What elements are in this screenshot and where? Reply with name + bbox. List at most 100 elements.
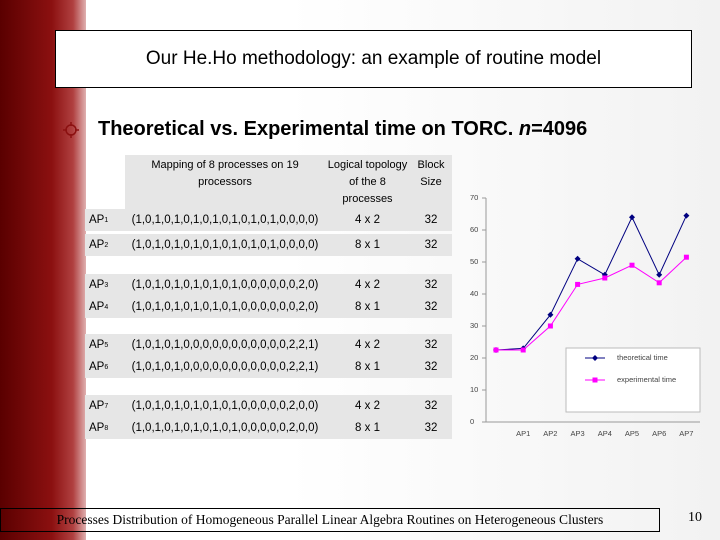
x-tick-label: AP2 bbox=[543, 429, 557, 438]
slide-title: Our He.Ho methodology: an example of rou… bbox=[145, 48, 602, 69]
row-bg bbox=[85, 334, 452, 356]
mapping-cell: (1,0,1,0,1,0,0,0,0,0,0,0,0,0,0,0,2,2,1) bbox=[131, 361, 319, 373]
page-number: 10 bbox=[688, 510, 702, 525]
row-label: AP 8 bbox=[85, 417, 125, 439]
footer-text: Processes Distribution of Homogeneous Pa… bbox=[56, 512, 604, 527]
topology-cell: 4 x 2 bbox=[355, 400, 380, 412]
row-label: AP 5 bbox=[85, 334, 125, 356]
ap-index: 2 bbox=[104, 241, 109, 249]
point bbox=[520, 347, 526, 353]
ap-index: 6 bbox=[104, 363, 109, 371]
y-tick-label: 10 bbox=[470, 385, 478, 394]
ap-index: 7 bbox=[104, 402, 109, 410]
ap-text: AP bbox=[89, 422, 105, 434]
topology-cell: 4 x 2 bbox=[355, 339, 380, 351]
bullet-main: Theoretical vs. Experimental time on TOR… bbox=[98, 118, 519, 140]
ap-text: AP bbox=[89, 279, 105, 291]
header-cell: Mapping of 8 processes on 19 processors bbox=[151, 159, 299, 188]
row-bg bbox=[85, 395, 452, 417]
header-cell: Block Size bbox=[417, 159, 445, 188]
block-cell: 32 bbox=[424, 214, 438, 226]
legend-label: theoretical time bbox=[617, 353, 668, 362]
block-cell: 32 bbox=[424, 400, 438, 412]
block-cell: 32 bbox=[424, 279, 438, 291]
series-line bbox=[496, 256, 687, 351]
y-tick-label: 40 bbox=[470, 289, 478, 298]
block-cell: 32 bbox=[424, 239, 438, 251]
point bbox=[592, 377, 598, 383]
point bbox=[629, 262, 635, 268]
point bbox=[629, 214, 635, 221]
y-tick-label: 60 bbox=[470, 225, 478, 234]
side-strip bbox=[0, 0, 86, 540]
footer: Processes Distribution of Homogeneous Pa… bbox=[0, 508, 660, 532]
x-tick-label: AP5 bbox=[625, 429, 639, 438]
row-label: AP 6 bbox=[85, 356, 125, 378]
mapping-cell: (1,0,1,0,1,0,0,0,0,0,0,0,0,0,0,0,2,2,1) bbox=[131, 339, 319, 351]
point bbox=[656, 280, 662, 286]
row-bg bbox=[85, 209, 452, 231]
row-label: AP 7 bbox=[85, 395, 125, 417]
y-tick-label: 30 bbox=[470, 321, 478, 330]
row-label: AP 2 bbox=[85, 234, 125, 256]
y-tick-label: 50 bbox=[470, 257, 478, 266]
mapping-cell: (1,0,1,0,1,0,1,0,1,0,1,0,0,0,0,0,0,2,0) bbox=[131, 279, 319, 291]
y-tick-label: 20 bbox=[470, 353, 478, 362]
point bbox=[493, 347, 499, 353]
bullet-text: Theoretical vs. Experimental time on TOR… bbox=[98, 118, 587, 141]
mapping-cell: (1,0,1,0,1,0,1,0,1,0,1,0,0,0,0,0,0,2,0) bbox=[131, 301, 319, 313]
mapping-cell: (1,0,1,0,1,0,1,0,1,0,1,0,0,0,0,0,2,0,0) bbox=[131, 422, 319, 434]
header-bg bbox=[125, 155, 452, 212]
y-tick-label: 70 bbox=[470, 193, 478, 202]
point bbox=[683, 254, 689, 260]
topology-cell: 4 x 2 bbox=[355, 279, 380, 291]
row-bg bbox=[85, 356, 452, 378]
topology-cell: 8 x 1 bbox=[355, 239, 380, 251]
point bbox=[656, 271, 663, 278]
row-bg bbox=[85, 234, 452, 256]
ap-text: AP bbox=[89, 301, 105, 313]
ap-text: AP bbox=[89, 239, 105, 251]
row-bg bbox=[85, 296, 452, 318]
point bbox=[547, 311, 554, 318]
y-tick-label: 0 bbox=[470, 417, 474, 426]
ap-index: 5 bbox=[104, 341, 109, 349]
ap-text: AP bbox=[89, 214, 105, 226]
point bbox=[592, 355, 598, 361]
x-tick-label: AP4 bbox=[598, 429, 612, 438]
point bbox=[574, 255, 581, 262]
series-line bbox=[495, 215, 687, 351]
mapping-cell: (1,0,1,0,1,0,1,0,1,0,1,0,1,0,1,0,0,0,0) bbox=[131, 239, 319, 251]
bullet-var: n bbox=[518, 118, 532, 140]
row-label: AP 3 bbox=[85, 274, 125, 296]
point bbox=[602, 275, 608, 281]
row-label: AP 4 bbox=[85, 296, 125, 318]
header-cell: Logical topology of the 8 processes bbox=[327, 159, 408, 205]
ap-index: 8 bbox=[104, 424, 109, 432]
x-tick-label: AP6 bbox=[652, 429, 666, 438]
topology-cell: 8 x 1 bbox=[355, 301, 380, 313]
mapping-cell: (1,0,1,0,1,0,1,0,1,0,1,0,0,0,0,0,2,0,0) bbox=[131, 400, 319, 412]
row-bg bbox=[85, 274, 452, 296]
block-cell: 32 bbox=[424, 301, 438, 313]
legend-label: experimental time bbox=[617, 375, 676, 384]
bullet-rest: =4096 bbox=[531, 118, 588, 140]
ap-text: AP bbox=[89, 361, 105, 373]
bullet-icon bbox=[63, 122, 79, 138]
ap-index: 3 bbox=[104, 281, 109, 289]
row-bg bbox=[85, 417, 452, 439]
title-box: Our He.Ho methodology: an example of rou… bbox=[55, 30, 692, 88]
block-cell: 32 bbox=[424, 361, 438, 373]
mapping-cell: (1,0,1,0,1,0,1,0,1,0,1,0,1,0,1,0,0,0,0) bbox=[131, 214, 319, 226]
block-cell: 32 bbox=[424, 339, 438, 351]
ap-index: 4 bbox=[104, 303, 109, 311]
block-cell: 32 bbox=[424, 422, 438, 434]
x-tick-label: AP7 bbox=[679, 429, 693, 438]
topology-cell: 8 x 1 bbox=[355, 361, 380, 373]
point bbox=[683, 212, 690, 219]
topology-cell: 8 x 1 bbox=[355, 422, 380, 434]
topology-cell: 4 x 2 bbox=[355, 214, 380, 226]
ap-index: 1 bbox=[104, 216, 109, 224]
